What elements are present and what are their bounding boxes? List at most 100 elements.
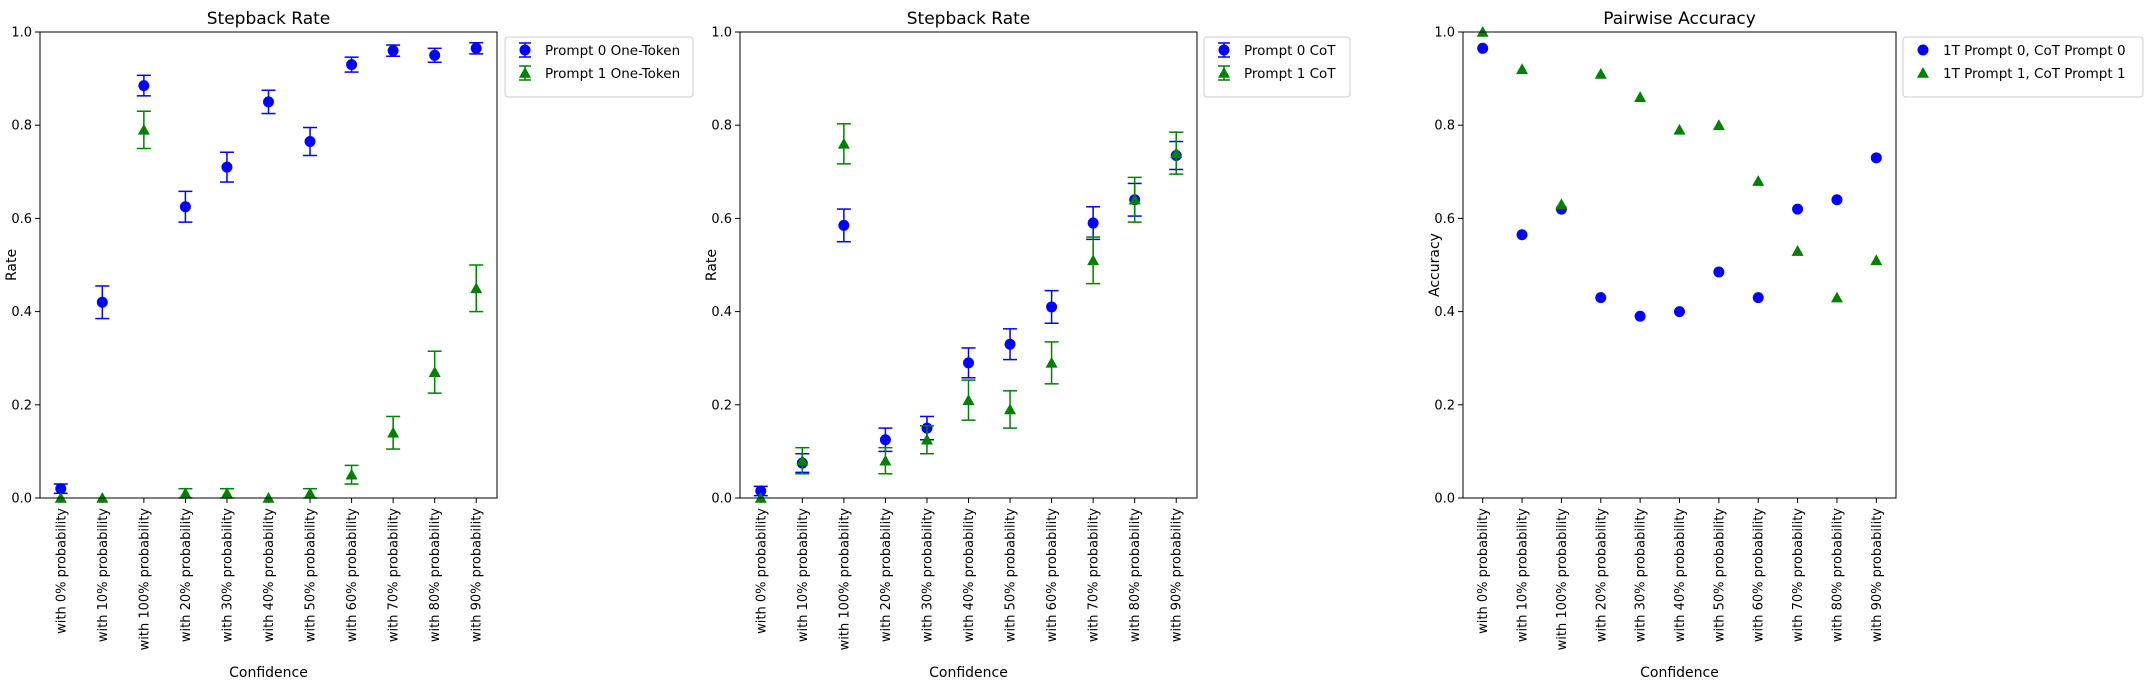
y-tick-label: 0.0 bbox=[1434, 492, 1455, 507]
legend-label: Prompt 0 One-Token bbox=[545, 43, 680, 59]
x-tick-label: with 60% probability bbox=[1752, 508, 1767, 642]
plot-frame bbox=[39, 31, 498, 499]
legend-marker bbox=[1917, 44, 1929, 56]
x-tick-label: with 0% probability bbox=[754, 508, 769, 634]
data-point bbox=[1791, 245, 1804, 256]
y-tick-label: 1.0 bbox=[11, 26, 32, 41]
x-tick-label: with 0% probability bbox=[54, 508, 69, 634]
y-axis-label: Rate bbox=[704, 249, 720, 281]
data-point bbox=[1516, 229, 1528, 241]
chart-title: Stepback Rate bbox=[207, 9, 331, 29]
data-point bbox=[179, 487, 192, 499]
data-point bbox=[796, 454, 809, 466]
y-tick-label: 0.6 bbox=[1434, 212, 1455, 227]
chart-title: Pairwise Accuracy bbox=[1603, 9, 1756, 29]
x-tick-label: with 30% probability bbox=[920, 508, 935, 642]
data-point bbox=[1792, 203, 1804, 215]
data-point bbox=[54, 492, 67, 503]
data-point bbox=[429, 49, 441, 61]
data-point bbox=[1830, 291, 1843, 303]
y-tick-label: 0.8 bbox=[11, 119, 32, 134]
data-point bbox=[1004, 338, 1016, 350]
data-point bbox=[1087, 254, 1100, 266]
x-tick-label: with 10% probability bbox=[796, 508, 811, 642]
legend-label: Prompt 1 One-Token bbox=[545, 66, 680, 82]
x-tick-label: with 90% probability bbox=[1870, 508, 1885, 642]
x-tick-label: with 100% probability bbox=[137, 508, 152, 651]
x-tick-label: with 30% probability bbox=[1634, 508, 1649, 642]
data-point bbox=[1476, 26, 1489, 37]
data-point bbox=[879, 434, 891, 446]
series-1 bbox=[53, 41, 484, 495]
legend-marker bbox=[1917, 67, 1929, 78]
x-tick-label: with 20% probability bbox=[179, 508, 194, 642]
y-tick-label: 0.6 bbox=[711, 212, 732, 227]
legend-label: Prompt 1 CoT bbox=[1244, 66, 1336, 82]
x-tick-label: with 80% probability bbox=[1830, 508, 1845, 642]
x-tick-label: with 70% probability bbox=[1087, 508, 1102, 642]
data-point bbox=[346, 59, 358, 71]
data-point bbox=[1516, 63, 1529, 75]
x-tick-label: with 40% probability bbox=[962, 508, 977, 642]
data-point bbox=[470, 42, 482, 54]
data-point bbox=[1674, 306, 1685, 318]
legend-label: 1T Prompt 1, CoT Prompt 1 bbox=[1943, 66, 2126, 82]
x-tick-label: with 100% probability bbox=[837, 508, 852, 651]
legend-box bbox=[1203, 36, 1351, 98]
x-tick-label: with 40% probability bbox=[262, 508, 277, 642]
data-point bbox=[838, 219, 850, 231]
data-point bbox=[837, 137, 850, 149]
data-point bbox=[1712, 119, 1725, 130]
legend-label: 1T Prompt 0, CoT Prompt 0 bbox=[1943, 43, 2126, 59]
y-tick-label: 0.4 bbox=[11, 305, 32, 320]
data-point bbox=[1870, 152, 1882, 164]
plot-frame bbox=[739, 31, 1198, 499]
data-point bbox=[138, 80, 150, 92]
legend-label: Prompt 0 CoT bbox=[1244, 43, 1336, 59]
data-point bbox=[879, 454, 892, 466]
x-tick-label: with 60% probability bbox=[345, 508, 360, 642]
data-point bbox=[428, 366, 441, 377]
x-tick-label: with 50% probability bbox=[304, 508, 319, 642]
data-point bbox=[920, 433, 933, 445]
x-tick-label: with 70% probability bbox=[387, 508, 402, 642]
x-tick-label: with 50% probability bbox=[1712, 508, 1727, 642]
data-point bbox=[755, 485, 767, 497]
legend-marker bbox=[519, 67, 531, 78]
plot-frame bbox=[1462, 31, 1897, 499]
chart-panel-3: Pairwise Accuracy 0.0 0.2 0.4 0.6 0.8 1.0 with … bbox=[1427, 9, 2144, 681]
x-tick-label: with 20% probability bbox=[1594, 508, 1609, 642]
data-point bbox=[96, 492, 109, 503]
x-tick-label: with 40% probability bbox=[1673, 508, 1688, 642]
data-point bbox=[1634, 91, 1647, 103]
data-point bbox=[1477, 42, 1489, 54]
x-tick-label: with 70% probability bbox=[1791, 508, 1806, 642]
data-point bbox=[1555, 198, 1568, 210]
data-point bbox=[55, 483, 67, 495]
data-point bbox=[387, 426, 400, 438]
data-point bbox=[345, 468, 358, 480]
series-2 bbox=[1476, 26, 1883, 303]
y-tick-label: 0.8 bbox=[1434, 119, 1455, 134]
x-tick-label: with 50% probability bbox=[1004, 508, 1019, 642]
y-tick-label: 0.4 bbox=[1434, 305, 1455, 320]
series-1 bbox=[1477, 42, 1882, 322]
data-point bbox=[963, 357, 974, 369]
data-point bbox=[221, 161, 233, 173]
y-tick-label: 0.0 bbox=[711, 492, 732, 507]
data-point bbox=[1634, 310, 1646, 322]
x-axis-label: Confidence bbox=[229, 665, 308, 681]
data-point bbox=[220, 487, 233, 499]
chart-panel-2: Stepback Rate 0.0 0.2 0.4 0.6 0.8 1.0 with 0% p… bbox=[704, 9, 1351, 681]
series-2 bbox=[54, 110, 484, 503]
data-point bbox=[1870, 254, 1883, 266]
data-point bbox=[1046, 301, 1058, 313]
data-point bbox=[387, 45, 399, 57]
legend-marker bbox=[1218, 67, 1230, 78]
data-point bbox=[1004, 403, 1017, 415]
data-point bbox=[1752, 292, 1764, 304]
legend-marker bbox=[1218, 44, 1230, 56]
y-tick-label: 0.2 bbox=[711, 398, 732, 413]
data-point bbox=[1752, 175, 1765, 186]
series-1 bbox=[753, 140, 1184, 497]
